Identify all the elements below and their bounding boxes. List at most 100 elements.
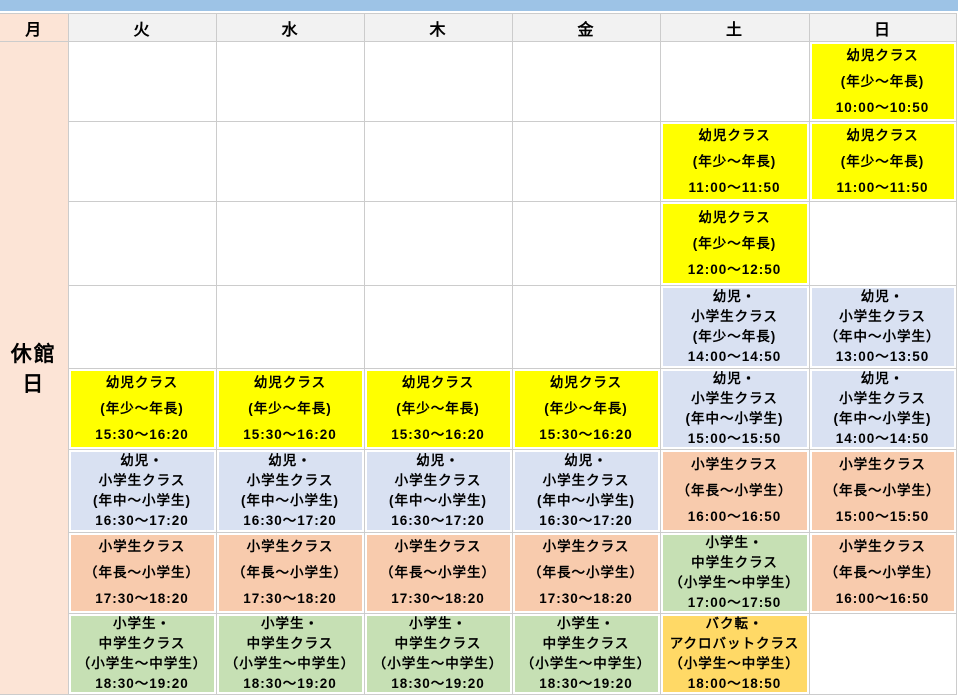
class-cell-fri-row8: 小学生・ 中学生クラス （小学生～中学生） 18:30～19:20 bbox=[511, 613, 661, 695]
class-cell-sun-row7: 小学生クラス （年長～小学生） 16:00～16:50 bbox=[808, 532, 957, 614]
class-cell-sat-row8: バク転・ アクロバットクラス （小学生～中学生） 18:00～18:50 bbox=[659, 613, 810, 695]
cell-line: (年少～年長) bbox=[692, 153, 777, 169]
cell-line: 15:30～16:20 bbox=[539, 427, 633, 442]
class-cell-tue-row7: 小学生クラス （年長～小学生） 17:30～18:20 bbox=[67, 532, 217, 614]
cell-line: （年長～小学生） bbox=[232, 565, 348, 580]
cell-line: (年中～小学生) bbox=[537, 493, 635, 508]
cell-line: 11:00～11:50 bbox=[836, 179, 929, 195]
class-cell-fri-row6: 幼児・ 小学生クラス (年中～小学生) 16:30～17:20 bbox=[511, 449, 661, 533]
cell-line: 16:00～16:50 bbox=[835, 591, 930, 606]
cell-line: 小学生クラス bbox=[394, 539, 482, 554]
class-cell-text: 幼児クラス (年少～年長) 10:00～10:50 bbox=[810, 43, 955, 121]
empty-cell-sat-row1 bbox=[659, 41, 810, 122]
cell-line: 小学生・ bbox=[261, 616, 319, 631]
class-cell-text: 幼児クラス (年少～年長) 15:30～16:20 bbox=[69, 370, 215, 448]
cell-line: (年少～年長) bbox=[840, 153, 925, 169]
cell-line: 小学生・ bbox=[113, 616, 171, 631]
class-cell-tue-row8: 小学生・ 中学生クラス （小学生～中学生） 18:30～19:20 bbox=[67, 613, 217, 695]
schedule-row-8: 小学生・中学生クラス （小学生～中学生） 18:30～19:20 小学生・中学生クラス… bbox=[0, 613, 957, 695]
class-cell-wed-row8: 小学生・ 中学生クラス （小学生～中学生） 18:30～19:20 bbox=[215, 613, 365, 695]
cell-line: 小学生クラス bbox=[839, 391, 926, 406]
cell-line: 小学生クラス bbox=[691, 391, 778, 406]
cell-line: 小学生・ bbox=[409, 616, 467, 631]
class-cell-text: 小学生・ 中学生クラス （小学生～中学生） 18:30～19:20 bbox=[513, 615, 659, 694]
cell-line: 16:30～17:20 bbox=[243, 513, 337, 528]
cell-line: 18:30～19:20 bbox=[539, 676, 633, 691]
cell-line: （小学生～中学生） bbox=[669, 575, 800, 590]
class-cell-text: 幼児・ 小学生クラス (年中～小学生) 15:00～15:50 bbox=[661, 370, 808, 449]
cell-line: 幼児・ bbox=[416, 453, 460, 468]
cell-line: 小学生・ bbox=[557, 616, 615, 631]
class-cell-text: 小学生クラス （年長～小学生） 17:30～18:20 bbox=[69, 534, 215, 612]
cell-line: 18:30～19:20 bbox=[391, 676, 485, 691]
cell-line: 幼児・ bbox=[564, 453, 608, 468]
cell-line: （年長～小学生） bbox=[528, 565, 644, 580]
empty-cell-wed-row1 bbox=[215, 41, 365, 122]
cell-line: 17:30～18:20 bbox=[95, 591, 189, 606]
class-cell-text: 小学生クラス （年長～小学生） 17:30～18:20 bbox=[365, 534, 511, 612]
class-cell-text: 幼児クラス (年少～年長) 11:00～11:50 bbox=[810, 123, 955, 201]
class-cell-text: 小学生クラス （年長～小学生） 16:00～16:50 bbox=[810, 534, 955, 612]
cell-line: （小学生～中学生） bbox=[224, 656, 356, 671]
cell-line: (年少～年長) bbox=[100, 401, 184, 416]
cell-line: （小学生～中学生） bbox=[669, 656, 800, 671]
cell-line: 小学生クラス bbox=[691, 309, 778, 324]
class-cell-sat-row6: 小学生クラス （年長～小学生） 16:00～16:50 bbox=[659, 449, 810, 533]
class-cell-text: 幼児・ 小学生クラス （年中～小学生） 13:00～13:50 bbox=[810, 287, 955, 367]
top-accent-bar bbox=[0, 0, 958, 11]
cell-line: バク転・ bbox=[705, 616, 764, 631]
cell-line: 小学生クラス bbox=[394, 473, 482, 488]
cell-line: 中学生クラス bbox=[691, 555, 778, 570]
cell-line: 幼児クラス bbox=[253, 375, 327, 390]
cell-line: 小学生クラス bbox=[691, 457, 778, 472]
class-cell-text: 小学生クラス （年長～小学生） 17:30～18:20 bbox=[217, 534, 363, 612]
empty-cell-thu-row1 bbox=[363, 41, 513, 122]
cell-line: 17:30～18:20 bbox=[539, 591, 633, 606]
empty-cell-thu-row3 bbox=[363, 201, 513, 286]
cell-line: (年少～年長) bbox=[396, 401, 480, 416]
class-cell-sat-row3: 幼児クラス (年少～年長) 12:00～12:50 bbox=[659, 201, 810, 286]
schedule-table: 月火水木金土日 休館日 幼児クラス (年少～年長) 10:00～10:50 幼児クラス(… bbox=[0, 13, 957, 695]
cell-line: （年長～小学生） bbox=[824, 565, 941, 580]
cell-line: 13:00～13:50 bbox=[835, 349, 930, 364]
cell-line: 幼児・ bbox=[120, 453, 164, 468]
schedule-row-1: 休館日幼児クラス (年少～年長) 10:00～10:50 bbox=[0, 41, 957, 695]
cell-line: 16:00～16:50 bbox=[687, 509, 782, 524]
cell-line: (年中～小学生) bbox=[833, 411, 932, 426]
cell-line: (年中～小学生) bbox=[241, 493, 339, 508]
class-cell-text: 小学生・ 中学生クラス （小学生～中学生） 17:00～17:50 bbox=[661, 534, 808, 613]
class-cell-thu-row6: 幼児・ 小学生クラス (年中～小学生) 16:30～17:20 bbox=[363, 449, 513, 533]
cell-line: (年中～小学生) bbox=[685, 411, 784, 426]
cell-line: (年少～年長) bbox=[840, 73, 925, 89]
class-cell-sat-row2: 幼児クラス (年少～年長) 11:00～11:50 bbox=[659, 121, 810, 202]
class-cell-sun-row2: 幼児クラス (年少～年長) 11:00～11:50 bbox=[808, 121, 957, 202]
cell-line: 小学生クラス bbox=[246, 539, 334, 554]
empty-cell-tue-row4 bbox=[67, 285, 217, 369]
cell-line: 小学生クラス bbox=[246, 473, 334, 488]
day-header-row: 月火水木金土日 bbox=[0, 13, 957, 42]
cell-line: 小学生クラス bbox=[542, 473, 630, 488]
empty-cell-wed-row2 bbox=[215, 121, 365, 202]
cell-line: 10:00～10:50 bbox=[835, 99, 930, 115]
cell-line: 中学生クラス bbox=[98, 636, 186, 651]
empty-cell-fri-row3 bbox=[511, 201, 661, 286]
class-cell-fri-row5: 幼児クラス (年少～年長) 15:30～16:20 bbox=[511, 368, 661, 450]
monday-closed-cell: 休館日 bbox=[0, 41, 69, 695]
cell-line: 15:30～16:20 bbox=[391, 427, 485, 442]
day-header-mon: 月 bbox=[0, 13, 69, 42]
class-cell-text: 幼児クラス (年少～年長) 15:30～16:20 bbox=[217, 370, 363, 448]
class-cell-fri-row7: 小学生クラス （年長～小学生） 17:30～18:20 bbox=[511, 532, 661, 614]
cell-line: 中学生クラス bbox=[394, 636, 482, 651]
cell-line: 18:30～19:20 bbox=[243, 676, 337, 691]
class-cell-tue-row6: 幼児・ 小学生クラス (年中～小学生) 16:30～17:20 bbox=[67, 449, 217, 533]
cell-line: 幼児クラス bbox=[401, 375, 475, 390]
class-cell-tue-row5: 幼児クラス (年少～年長) 15:30～16:20 bbox=[67, 368, 217, 450]
day-header-sat: 土 bbox=[659, 13, 810, 42]
cell-line: 幼児・ bbox=[712, 289, 757, 304]
cell-line: 12:00～12:50 bbox=[687, 261, 782, 277]
empty-cell-fri-row1 bbox=[511, 41, 661, 122]
class-cell-wed-row6: 幼児・ 小学生クラス (年中～小学生) 16:30～17:20 bbox=[215, 449, 365, 533]
cell-line: （小学生～中学生） bbox=[520, 656, 652, 671]
schedule-row-2: 幼児クラス (年少～年長) 11:00～11:50 幼児クラス (年少～年長) 11:00… bbox=[0, 121, 957, 202]
